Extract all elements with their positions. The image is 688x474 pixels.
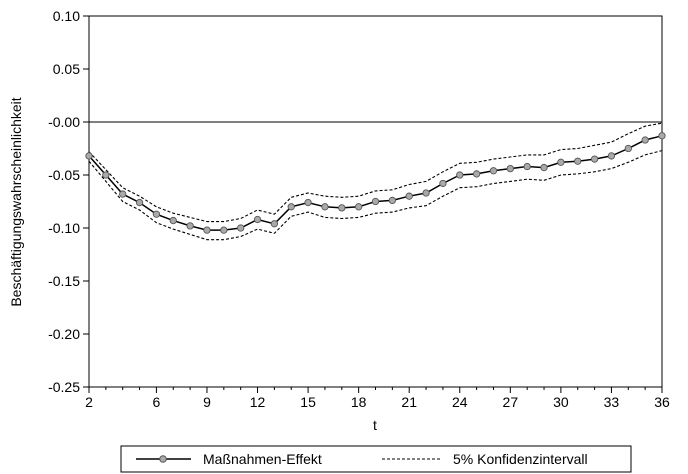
effect-point xyxy=(540,163,548,172)
x-tick-label: 27 xyxy=(503,394,519,410)
effect-point xyxy=(388,196,397,205)
x-tick-label: 9 xyxy=(203,394,211,410)
effect-point xyxy=(574,157,582,165)
effect-point xyxy=(590,155,599,163)
y-tick-label: -0.10 xyxy=(48,220,80,236)
effect-point xyxy=(220,226,228,234)
effect-point xyxy=(658,132,666,140)
effect-point xyxy=(253,215,262,224)
x-tick-label: 33 xyxy=(604,394,620,410)
effect-point xyxy=(506,164,514,173)
x-tick-label: 21 xyxy=(401,394,417,410)
effect-point xyxy=(304,198,312,207)
effect-point xyxy=(354,203,363,211)
effect-point xyxy=(439,179,447,188)
effect-point xyxy=(523,162,531,171)
y-axis: 0.10 0.05 -0.00 -0.05 -0.10 -0.15 -0.20 -0.25 xyxy=(48,8,89,395)
effect-point xyxy=(624,144,632,153)
x-axis-label: t xyxy=(373,417,377,433)
effect-point xyxy=(456,171,464,179)
effect-series xyxy=(85,132,666,234)
x-axis: 2 6 9 12 15 18 21 24 27 30 33 36 xyxy=(85,387,670,410)
y-tick-label: 0.10 xyxy=(53,8,80,24)
x-tick-label: 36 xyxy=(654,394,670,410)
legend-effect-label: Maßnahmen-Effekt xyxy=(203,451,322,467)
effect-point xyxy=(287,203,295,211)
y-tick-label: -0.00 xyxy=(48,114,80,130)
effect-point xyxy=(135,198,144,207)
effect-point xyxy=(186,222,194,230)
effect-point xyxy=(422,189,430,197)
ci-upper-line xyxy=(88,122,663,223)
x-tick-label: 30 xyxy=(553,394,569,410)
effect-point xyxy=(472,170,481,178)
x-tick-label: 2 xyxy=(85,394,93,410)
effect-point xyxy=(557,158,565,166)
effect-point xyxy=(270,220,279,228)
effect-point xyxy=(641,136,649,144)
legend: Maßnahmen-Effekt 5% Konfidenzintervall xyxy=(120,445,632,473)
effect-line xyxy=(88,135,663,231)
x-tick-label: 15 xyxy=(300,394,316,410)
legend-ci-label: 5% Konfidenzintervall xyxy=(453,451,588,467)
effect-point xyxy=(489,167,498,175)
effect-point xyxy=(371,197,380,206)
effect-point xyxy=(607,152,616,160)
ci-lower-line xyxy=(88,150,663,241)
effect-point xyxy=(338,204,346,212)
effect-point xyxy=(321,203,329,211)
y-tick-label: 0.05 xyxy=(53,61,80,77)
y-tick-label: -0.20 xyxy=(48,326,80,342)
effect-point xyxy=(102,171,110,179)
y-axis-label: Beschäftigungswahrscheinlichkeit xyxy=(8,97,24,306)
x-tick-label: 6 xyxy=(153,394,161,410)
y-tick-label: -0.05 xyxy=(48,167,80,183)
x-tick-label: 12 xyxy=(250,394,266,410)
effect-point xyxy=(169,216,177,225)
legend-box xyxy=(120,445,632,473)
effect-point xyxy=(237,224,245,232)
legend-effect-marker-icon xyxy=(159,455,167,463)
y-tick-label: -0.15 xyxy=(48,273,80,289)
y-tick-label: -0.25 xyxy=(48,379,80,395)
effect-point xyxy=(119,190,127,198)
effect-point xyxy=(152,210,161,218)
effect-point xyxy=(405,192,413,200)
effect-point xyxy=(203,226,211,234)
x-tick-label: 18 xyxy=(351,394,367,410)
x-tick-label: 24 xyxy=(452,394,468,410)
confidence-interval-lines xyxy=(88,122,663,241)
effect-point xyxy=(85,152,93,160)
